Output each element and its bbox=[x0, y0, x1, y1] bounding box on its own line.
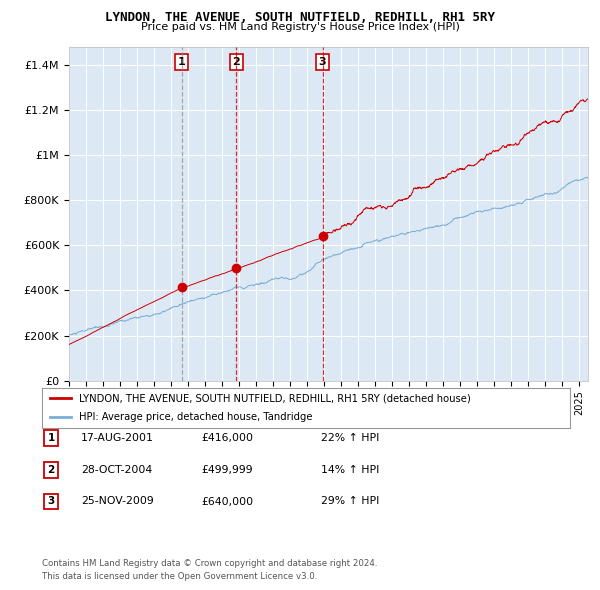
Text: 2: 2 bbox=[47, 465, 55, 474]
Text: 3: 3 bbox=[319, 57, 326, 67]
Text: 22% ↑ HPI: 22% ↑ HPI bbox=[321, 433, 379, 442]
Text: 25-NOV-2009: 25-NOV-2009 bbox=[81, 497, 154, 506]
Text: Price paid vs. HM Land Registry's House Price Index (HPI): Price paid vs. HM Land Registry's House … bbox=[140, 22, 460, 32]
Text: 28-OCT-2004: 28-OCT-2004 bbox=[81, 465, 152, 474]
Text: Contains HM Land Registry data © Crown copyright and database right 2024.: Contains HM Land Registry data © Crown c… bbox=[42, 559, 377, 568]
Text: This data is licensed under the Open Government Licence v3.0.: This data is licensed under the Open Gov… bbox=[42, 572, 317, 581]
Text: £416,000: £416,000 bbox=[201, 433, 253, 442]
Text: 2: 2 bbox=[232, 57, 240, 67]
Text: 1: 1 bbox=[47, 433, 55, 442]
Text: LYNDON, THE AVENUE, SOUTH NUTFIELD, REDHILL, RH1 5RY (detached house): LYNDON, THE AVENUE, SOUTH NUTFIELD, REDH… bbox=[79, 394, 471, 404]
Text: 3: 3 bbox=[47, 497, 55, 506]
Text: £499,999: £499,999 bbox=[201, 465, 253, 474]
Text: HPI: Average price, detached house, Tandridge: HPI: Average price, detached house, Tand… bbox=[79, 412, 313, 422]
Text: LYNDON, THE AVENUE, SOUTH NUTFIELD, REDHILL, RH1 5RY: LYNDON, THE AVENUE, SOUTH NUTFIELD, REDH… bbox=[105, 11, 495, 24]
Text: 1: 1 bbox=[178, 57, 185, 67]
Text: 17-AUG-2001: 17-AUG-2001 bbox=[81, 433, 154, 442]
Text: 29% ↑ HPI: 29% ↑ HPI bbox=[321, 497, 379, 506]
Text: 14% ↑ HPI: 14% ↑ HPI bbox=[321, 465, 379, 474]
Text: £640,000: £640,000 bbox=[201, 497, 253, 506]
